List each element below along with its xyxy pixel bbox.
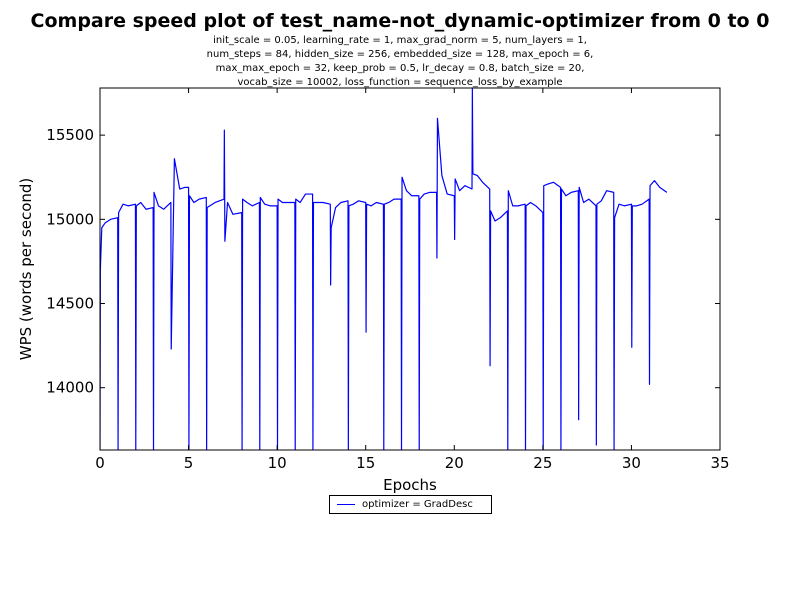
x-tick-label: 25 (533, 454, 552, 472)
x-tick-label: 0 (95, 454, 105, 472)
y-tick-label: 14500 (46, 295, 94, 313)
x-tick-label: 5 (184, 454, 194, 472)
x-tick-label: 15 (356, 454, 375, 472)
subtitle-line-3: max_max_epoch = 32, keep_prob = 0.5, lr_… (215, 63, 585, 74)
x-tick-label: 10 (268, 454, 287, 472)
y-tick-label: 15000 (46, 210, 94, 228)
x-tick-label: 20 (445, 454, 464, 472)
plot-area (100, 88, 720, 450)
y-tick-label: 14000 (46, 379, 94, 397)
subtitle-line-1: init_scale = 0.05, learning_rate = 1, ma… (213, 35, 587, 46)
subtitle-line-4: vocab_size = 10002, loss_function = sequ… (237, 77, 563, 88)
y-axis-label: WPS (words per second) (17, 177, 35, 361)
chart-title: Compare speed plot of test_name-not_dyna… (30, 10, 770, 32)
chart-subtitle: init_scale = 0.05, learning_rate = 1, ma… (0, 34, 800, 90)
x-tick-label: 30 (622, 454, 641, 472)
y-tick-label: 15500 (46, 126, 94, 144)
legend-entry-label: optimizer = GradDesc (362, 499, 473, 510)
plot-frame (99, 87, 721, 451)
x-tick-label: 35 (710, 454, 729, 472)
legend-line-swatch (337, 504, 355, 505)
legend: optimizer = GradDesc (329, 495, 492, 514)
x-axis-label: Epochs (383, 476, 437, 494)
series-line-1 (100, 88, 668, 450)
subtitle-line-2: num_steps = 84, hidden_size = 256, embed… (206, 49, 594, 60)
